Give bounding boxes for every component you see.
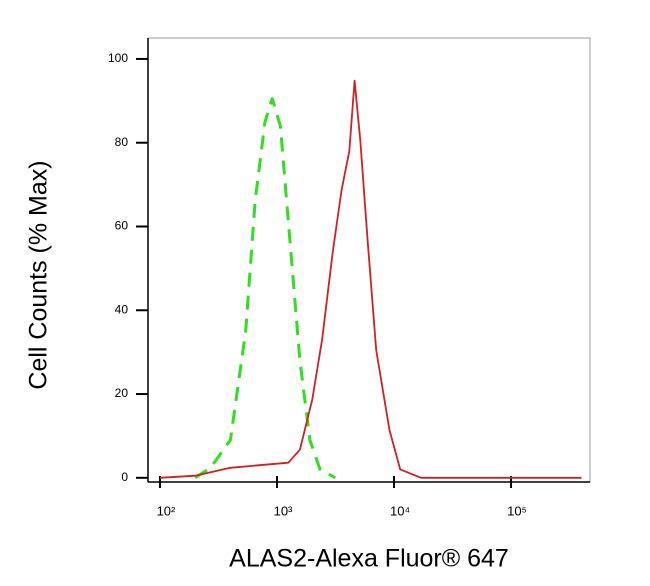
y-tick-label: 80 [115,135,129,149]
x-tick-label: 10⁵ [507,503,527,518]
y-tick-label: 40 [115,302,129,316]
x-tick-label: 10² [157,503,176,518]
y-tick-label: 100 [108,51,128,65]
x-tick-label: 10⁴ [390,503,410,518]
x-tick-label: 10³ [274,503,293,518]
x-axis-label: ALAS2-Alexa Fluor® 647 [229,545,509,573]
y-tick-label: 20 [115,386,129,400]
series-line [159,79,582,479]
y-tick-label: 60 [115,219,129,233]
y-tick-label: 0 [121,470,128,484]
series-line [194,97,337,480]
y-axis-label: Cell Counts (% Max) [25,160,53,389]
